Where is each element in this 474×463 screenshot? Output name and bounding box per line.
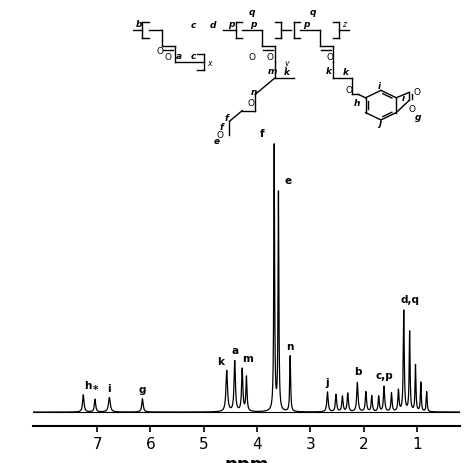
Text: O: O [414,88,421,96]
Text: f: f [225,114,228,123]
Text: n: n [250,88,257,97]
Text: O: O [249,53,256,63]
Text: k: k [217,356,224,366]
Text: j: j [378,119,381,128]
Text: O: O [165,53,172,63]
Text: b: b [354,367,361,377]
Text: h: h [84,380,92,390]
Text: k: k [326,67,332,76]
Text: i: i [108,383,111,393]
Text: m: m [268,67,277,76]
Text: g: g [139,384,146,394]
X-axis label: ppm: ppm [224,456,269,463]
Text: b: b [136,20,143,29]
Text: k: k [342,68,348,77]
Text: z: z [342,20,346,29]
Text: a: a [231,345,238,355]
Text: c: c [191,52,196,61]
Text: e: e [284,175,292,186]
Text: e: e [213,137,219,145]
Text: d,q: d,q [401,294,419,304]
Text: i: i [402,94,405,103]
Text: n: n [286,341,294,351]
Text: m: m [242,353,253,363]
Text: O: O [157,47,164,56]
Text: *: * [92,385,98,394]
Text: g: g [415,113,421,121]
Text: O: O [247,99,254,108]
Text: j: j [326,377,329,387]
Text: k: k [284,68,290,77]
Text: y: y [284,59,289,68]
Text: O: O [346,86,353,94]
Text: h: h [354,99,360,108]
Text: x: x [207,59,211,68]
Text: f: f [260,129,265,138]
Text: O: O [266,53,273,63]
Text: O: O [326,53,333,63]
Text: d: d [210,21,217,30]
Text: p: p [250,20,257,29]
Text: O: O [217,131,224,140]
Text: O: O [408,104,415,113]
Text: q: q [310,8,317,17]
Text: c,p: c,p [375,370,393,381]
Text: f: f [220,123,224,132]
Text: q: q [249,8,255,17]
Text: i: i [378,81,381,90]
Text: p: p [228,20,234,29]
Text: c: c [191,21,196,30]
Text: p: p [303,20,310,29]
Text: a: a [176,52,182,61]
